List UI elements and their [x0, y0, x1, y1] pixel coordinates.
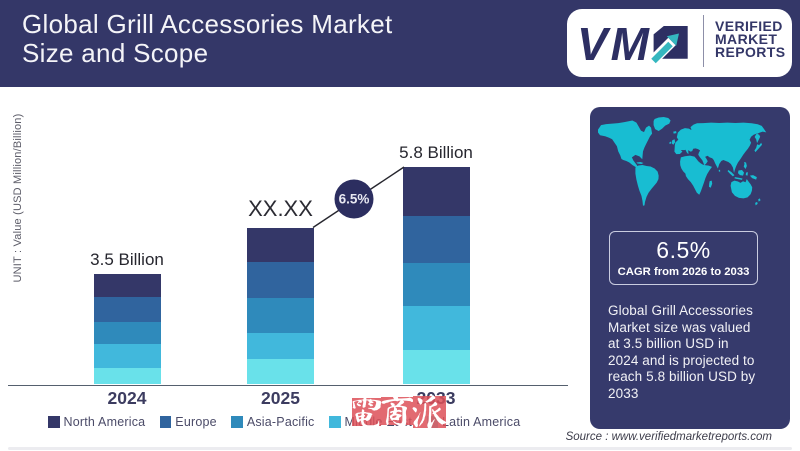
logo-name-line3: REPORTS [715, 44, 786, 61]
legend-label: Asia-Pacific [246, 415, 315, 429]
watermark-char [412, 394, 447, 430]
cagr-value: 6.5% [656, 237, 711, 263]
legend-label: North America [63, 415, 146, 429]
legend-item-north-america: North America [48, 415, 145, 429]
map-greenland [653, 117, 671, 131]
panel-description: Global Grill Accessories Market size was… [608, 303, 756, 401]
vmr-logo-mark-text: VM [577, 21, 652, 67]
bar-segment-middle-east [402, 306, 470, 350]
legend-swatch [159, 416, 172, 428]
bar-segment-europe [247, 261, 314, 298]
bar-value-label-2025: XX.XX [248, 195, 313, 221]
watermark-char-glyph [412, 394, 447, 430]
bar-value-label-2024: 3.5 Billion [90, 250, 164, 269]
map-sumatra [727, 170, 735, 177]
page-title: Global Grill Accessories Market Size and… [22, 10, 393, 68]
map-java [734, 177, 743, 180]
bar-segment-asia-pacific [402, 262, 470, 307]
bar-segment-asia-pacific [93, 321, 161, 345]
x-axis-line [8, 384, 568, 386]
legend-label: Europe [175, 415, 217, 429]
vmr-logo-icon: VM [577, 21, 688, 67]
map-new-zealand [755, 198, 761, 206]
cagr-connector: 6.5% [312, 166, 405, 229]
legend-swatch [329, 416, 341, 428]
bar-2033 [402, 167, 470, 385]
watermark-char-svg [380, 394, 414, 428]
bar-segment-middle-east [93, 344, 161, 368]
bar-value-label-2033: 5.8 Billion [399, 143, 473, 162]
map-south-america [635, 165, 659, 206]
map-new-guinea [749, 175, 757, 180]
map-borneo [737, 170, 745, 176]
header-band: Global Grill Accessories Market Size and… [0, 0, 800, 87]
legend-item-asia-pacific: Asia-Pacific [231, 415, 314, 429]
logo-name: VERIFIED MARKET REPORTS [715, 17, 786, 61]
cagr-circle [334, 179, 374, 219]
watermark-char-glyph [352, 395, 381, 429]
map-north-america [598, 120, 653, 169]
bar-2024 [93, 274, 161, 385]
watermark [352, 394, 447, 430]
page-title-line2: Size and Scope [22, 38, 209, 68]
map-scandinavia [676, 128, 692, 141]
watermark-char-svg [412, 394, 447, 430]
bar-segment-latin-america [93, 367, 161, 385]
legend-label: Latin America [442, 415, 521, 429]
bar-segment-north-america [93, 274, 161, 297]
map-iceland [673, 131, 677, 134]
map-philippines [743, 161, 747, 170]
source-line: Source : www.verifiedmarketreports.com [565, 431, 772, 443]
map-uk [671, 139, 676, 145]
bar-segment-asia-pacific [247, 297, 314, 334]
bar-segment-middle-east [247, 333, 314, 359]
bar-segment-latin-america [402, 349, 470, 385]
page-title-line1: Global Grill Accessories Market [22, 9, 393, 39]
cagr-circle-label: 6.5% [339, 192, 370, 207]
legend-swatch [231, 416, 243, 428]
map-eurasia [674, 122, 767, 173]
watermark-char [380, 394, 414, 428]
vmr-arrow-head [666, 33, 679, 46]
x-axis-label-2024: 2024 [107, 388, 147, 408]
map-cuba [636, 161, 644, 164]
bar-segment-north-america [247, 227, 314, 262]
watermark-char-svg [352, 395, 381, 429]
map-madagascar [708, 180, 713, 188]
map-australia [730, 179, 753, 199]
bottom-rule [8, 447, 792, 450]
logo-name-line1: VERIFIED [715, 17, 783, 34]
map-ireland [669, 141, 672, 144]
logo-name-line2: MARKET [715, 30, 778, 47]
vmr-logo: VM VERIFIED MARKET REPORTS [567, 9, 792, 77]
x-axis-label-2025: 2025 [261, 388, 300, 408]
bar-segment-europe [402, 215, 470, 263]
world-map-icon [598, 117, 767, 206]
legend-swatch [48, 416, 60, 428]
map-japan [754, 142, 763, 153]
map-africa [680, 155, 712, 195]
bar-segment-europe [93, 296, 161, 322]
bar-segment-latin-america [247, 358, 314, 385]
bar-2025 [247, 227, 314, 385]
map-sri-lanka [718, 169, 721, 172]
watermark-char-glyph [380, 394, 414, 428]
cagr-box: 6.5% CAGR from 2026 to 2033 [609, 231, 758, 285]
watermark-char [352, 395, 381, 429]
vmr-arrow-shaft [651, 41, 673, 64]
logo-divider [703, 14, 704, 67]
bar-segment-north-america [402, 167, 470, 216]
info-panel: 6.5% CAGR from 2026 to 2033 Global Grill… [590, 107, 790, 429]
map-sulawesi [745, 172, 748, 176]
cagr-caption: CAGR from 2026 to 2033 [617, 266, 750, 278]
legend-item-europe: Europe [159, 415, 217, 429]
